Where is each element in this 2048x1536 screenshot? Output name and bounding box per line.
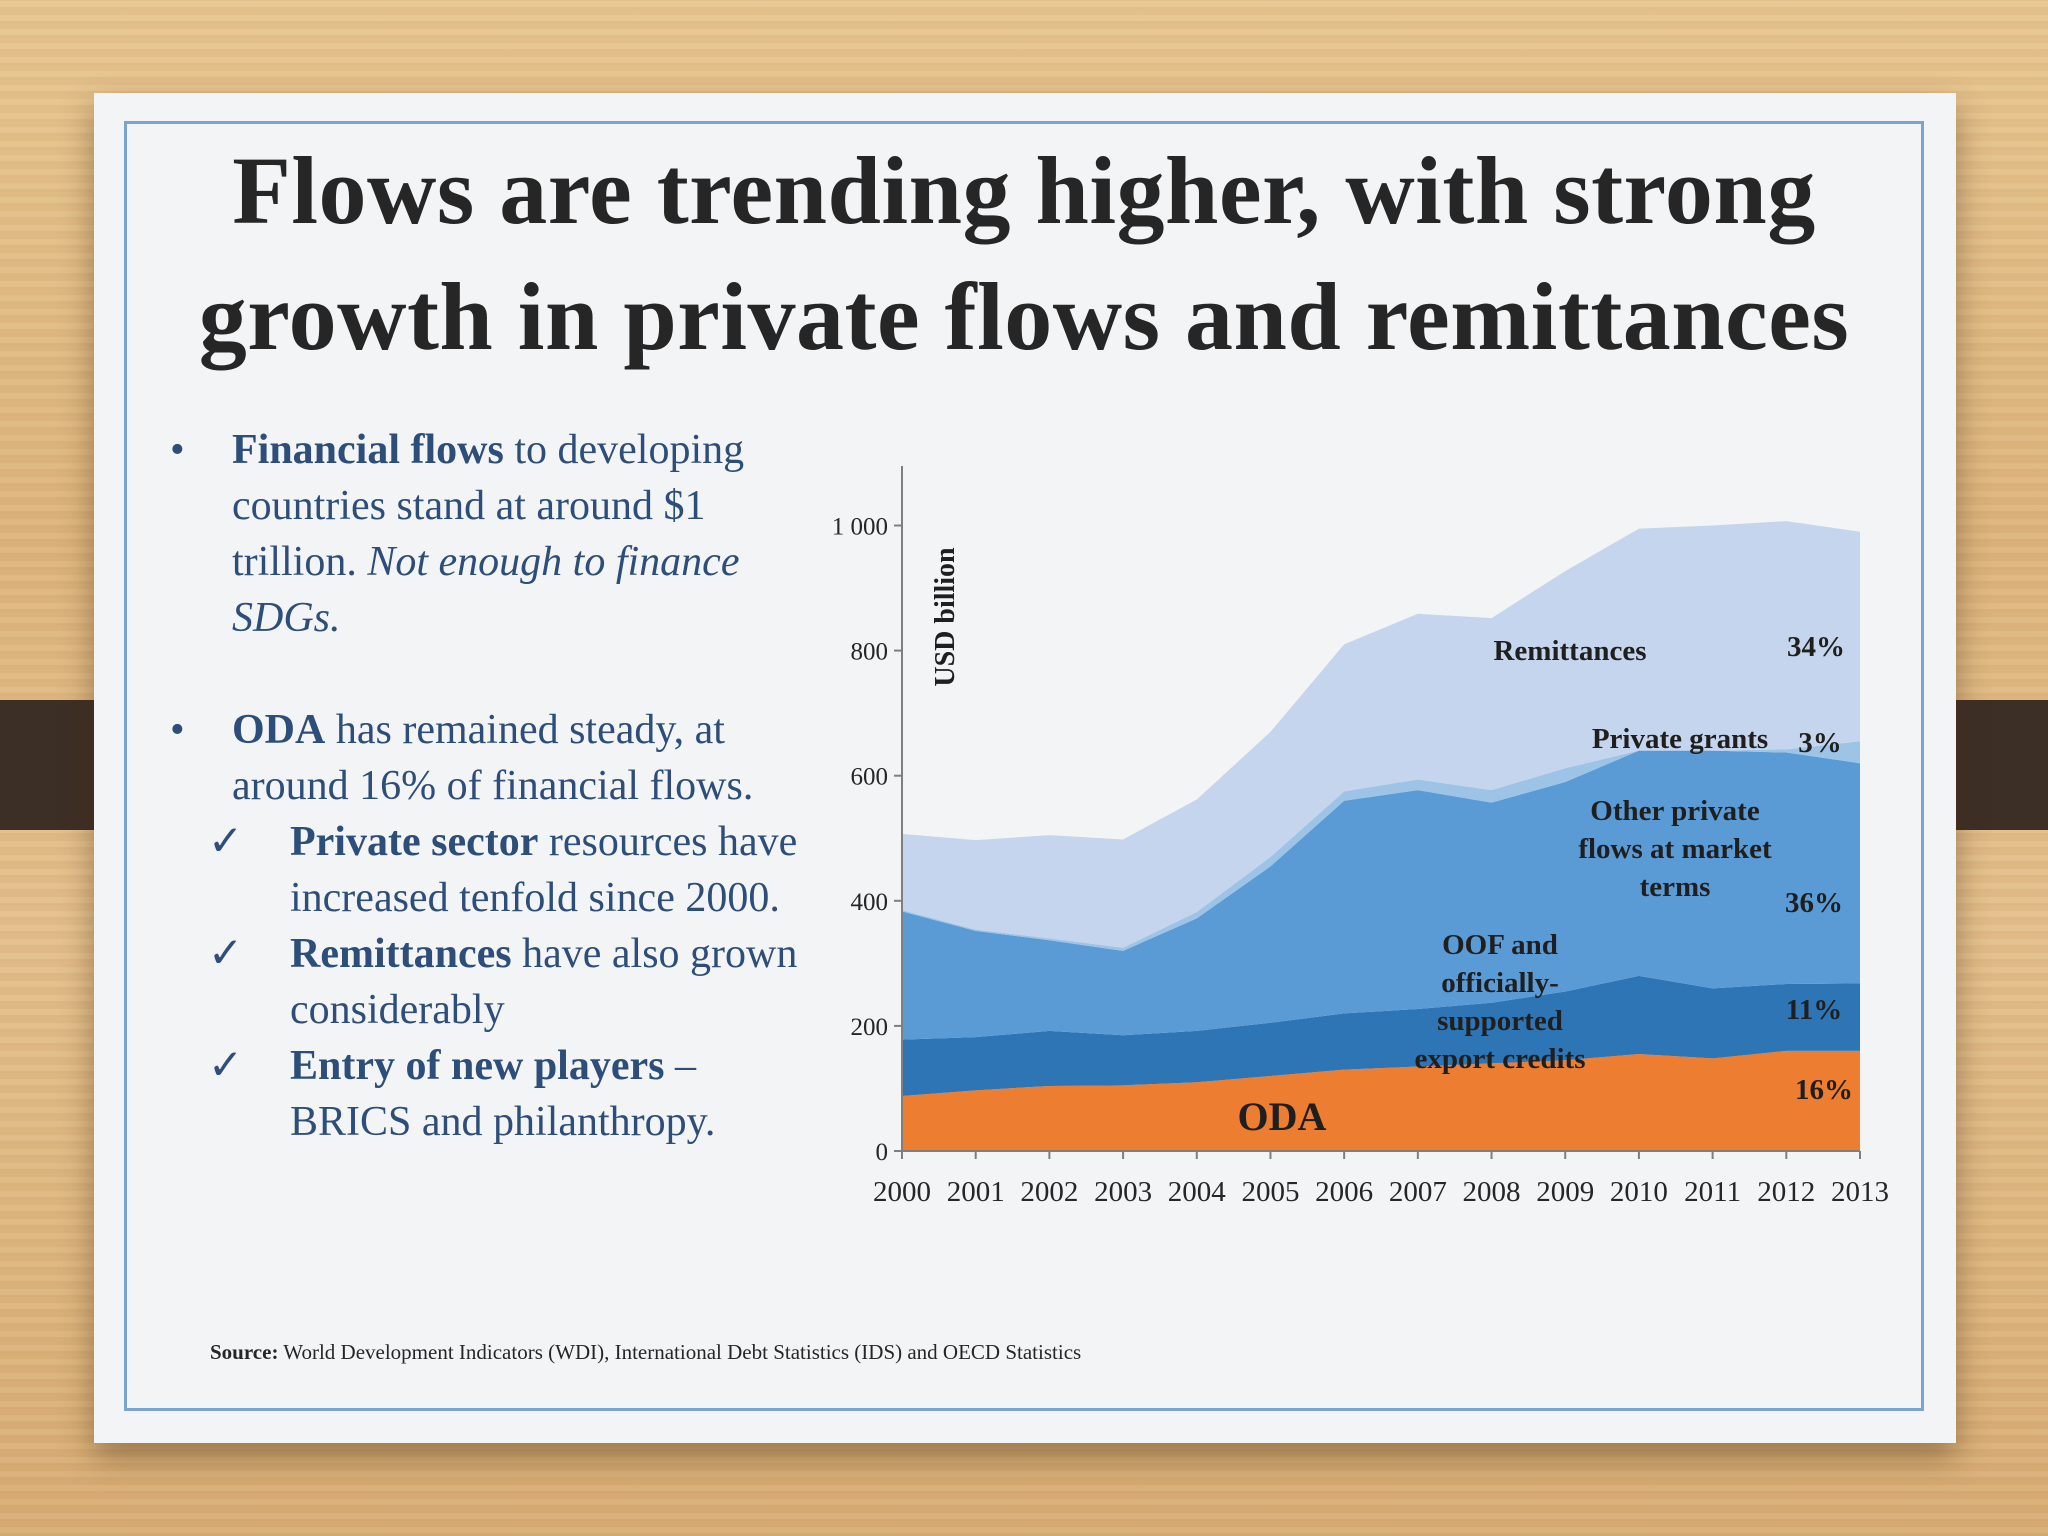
y-axis-title: USD billion bbox=[930, 547, 961, 687]
x-tick-label: 2001 bbox=[947, 1176, 1005, 1208]
subbullet-text: – BRICS and philanthropy. bbox=[290, 1043, 716, 1145]
label-other-private-flows: flows at market bbox=[1578, 833, 1772, 865]
label-oof: supported bbox=[1437, 1005, 1563, 1037]
label-other-private-flows: Other private bbox=[1590, 795, 1760, 827]
x-tick-label: 2013 bbox=[1831, 1176, 1889, 1208]
subbullet-new-players: ✓ Entry of new players – BRICS and phila… bbox=[170, 1038, 820, 1150]
label-remittances: Remittances bbox=[1493, 635, 1646, 667]
subbullet-text: resources have increased tenfold since 2… bbox=[290, 819, 798, 921]
area-remittances bbox=[902, 521, 1860, 948]
subbullet-remittances: ✓ Remittances have also grown considerab… bbox=[170, 926, 820, 1038]
x-tick-label: 2007 bbox=[1389, 1176, 1447, 1208]
x-tick-label: 2000 bbox=[873, 1176, 931, 1208]
check-icon: ✓ bbox=[208, 1043, 244, 1089]
area-oda bbox=[902, 1050, 1860, 1151]
slide-title: Flows are trending higher, with strong g… bbox=[100, 128, 1948, 380]
subbullet-text-strong: Remittances bbox=[290, 931, 512, 977]
x-tick-label: 2004 bbox=[1168, 1176, 1227, 1208]
check-icon: ✓ bbox=[208, 931, 244, 977]
label-oof: officially- bbox=[1441, 967, 1559, 999]
x-tick-label: 2003 bbox=[1094, 1176, 1152, 1208]
label-oda: ODA bbox=[1238, 1094, 1327, 1139]
y-tick-label: 0 bbox=[876, 1139, 889, 1166]
x-tick-label: 2002 bbox=[1020, 1176, 1078, 1208]
right-strap bbox=[1948, 700, 2048, 830]
bullet-financial-flows: • Financial flows to developing countrie… bbox=[170, 422, 820, 646]
slide-frame bbox=[124, 121, 1924, 1411]
percent-private-grants: 3% bbox=[1798, 727, 1842, 759]
y-tick-label: 600 bbox=[851, 764, 889, 791]
y-tick-label: 800 bbox=[851, 639, 889, 666]
y-tick-label: 400 bbox=[851, 889, 889, 916]
percent-oda: 16% bbox=[1795, 1074, 1853, 1106]
bullet-oda: • ODA has remained steady, at around 16%… bbox=[170, 702, 820, 814]
percent-oof: 11% bbox=[1786, 994, 1842, 1026]
subbullet-text: have also grown considerably bbox=[290, 931, 798, 1033]
y-tick-label: 200 bbox=[851, 1014, 889, 1041]
title-line-2: growth in private flows and remittances bbox=[198, 263, 1850, 370]
bullet-text: to developing countries stand at around … bbox=[232, 427, 745, 585]
check-icon: ✓ bbox=[208, 819, 244, 865]
source-note: Source: World Development Indicators (WD… bbox=[210, 1340, 1081, 1365]
source-label: Source: bbox=[210, 1340, 279, 1364]
bullet-text-strong: Financial flows bbox=[232, 427, 504, 473]
x-tick-label: 2005 bbox=[1241, 1176, 1299, 1208]
percent-remittances: 34% bbox=[1787, 631, 1845, 663]
x-tick-label: 2010 bbox=[1610, 1176, 1668, 1208]
subbullet-text-strong: Private sector bbox=[290, 819, 539, 865]
x-tick-label: 2008 bbox=[1463, 1176, 1521, 1208]
area-oof-and-officially-supported-export-credits bbox=[902, 975, 1860, 1096]
left-strap bbox=[0, 700, 100, 830]
x-tick-label: 2012 bbox=[1757, 1176, 1815, 1208]
title-line-1: Flows are trending higher, with strong bbox=[232, 137, 1816, 244]
source-text: World Development Indicators (WDI), Inte… bbox=[278, 1340, 1082, 1364]
bullet-text-italic: Not enough to finance SDGs. bbox=[232, 539, 740, 641]
x-tick-label: 2006 bbox=[1315, 1176, 1373, 1208]
bullet-dot: • bbox=[170, 707, 185, 753]
subbullet-text-strong: Entry of new players bbox=[290, 1043, 665, 1089]
label-private-grants: Private grants bbox=[1592, 723, 1768, 755]
label-oof: export credits bbox=[1415, 1043, 1586, 1075]
subbullet-private-sector: ✓ Private sector resources have increase… bbox=[170, 814, 820, 926]
bullet-text-strong: ODA bbox=[232, 707, 326, 753]
x-tick-label: 2009 bbox=[1536, 1176, 1594, 1208]
y-tick-label: 1 000 bbox=[832, 514, 888, 541]
percent-other-private-flows: 36% bbox=[1785, 887, 1843, 919]
bullet-text: has remained steady, at around 16% of fi… bbox=[232, 707, 754, 809]
label-oof: OOF and bbox=[1442, 929, 1558, 961]
bullet-dot: • bbox=[170, 427, 185, 473]
x-tick-label: 2011 bbox=[1684, 1176, 1741, 1208]
label-other-private-flows: terms bbox=[1640, 871, 1711, 903]
area-other-private-flows-at-market-terms bbox=[902, 750, 1860, 1040]
bullet-list: • Financial flows to developing countrie… bbox=[170, 422, 820, 1150]
